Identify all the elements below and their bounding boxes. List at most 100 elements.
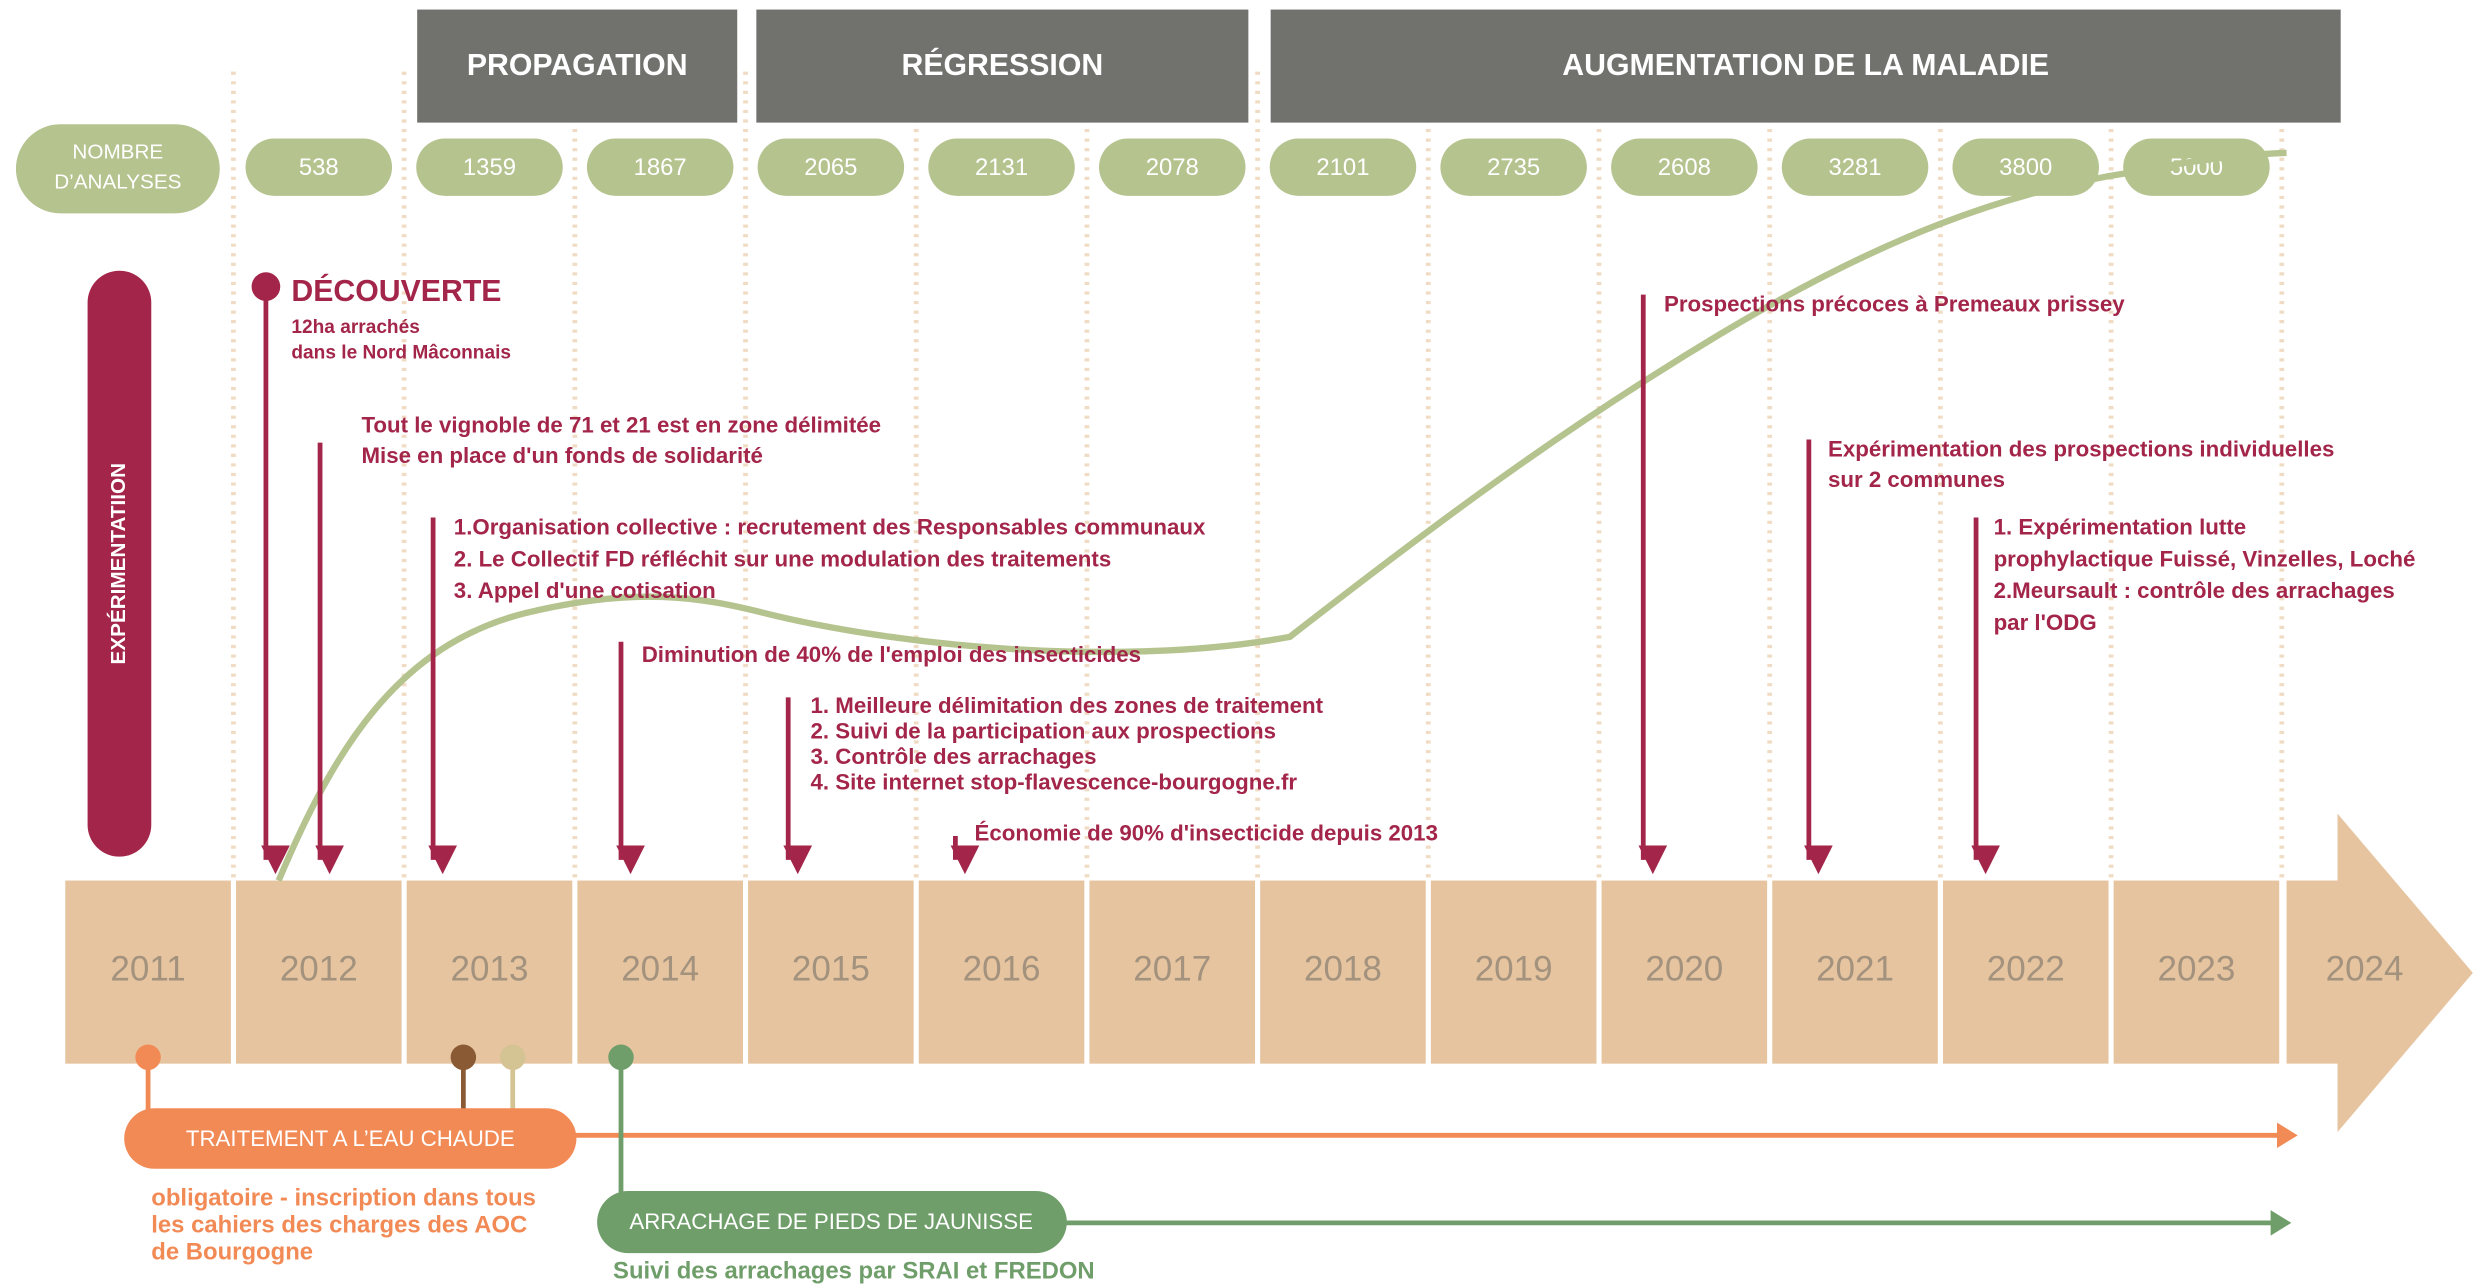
analyses-count: 2078 — [1146, 154, 1199, 181]
analyses-count: 1359 — [463, 154, 516, 181]
year-box — [1089, 880, 1256, 1064]
event-text: 3. Contrôle des arrachages — [810, 744, 1096, 769]
analyses-count-pill — [928, 138, 1075, 196]
dot — [608, 1044, 634, 1071]
measure-text: de Bourgogne — [151, 1238, 313, 1265]
analyses-count-pill — [2123, 138, 2270, 196]
year-label: 2018 — [1304, 950, 1382, 989]
year-label: 2021 — [1816, 950, 1894, 989]
analyses-count-pill — [757, 138, 905, 196]
event-text: Tout le vignoble de 71 et 21 est en zone… — [361, 413, 881, 438]
year-label: 2020 — [1645, 950, 1723, 989]
analyses-count-pill — [1440, 138, 1587, 196]
event-text: 1.Organisation collective : recrutement … — [454, 515, 1206, 540]
phase-box — [756, 9, 1249, 123]
analyses-count: 3281 — [1828, 154, 1881, 181]
year-label: 2013 — [451, 950, 529, 989]
phase-label: PROPAGATION — [467, 49, 688, 82]
phase-box — [1270, 9, 2341, 123]
analyses-count: 2735 — [1487, 154, 1540, 181]
analyses-count: 3800 — [1999, 154, 2052, 181]
year-label: 2017 — [1133, 950, 1211, 989]
dot — [450, 1044, 477, 1071]
dot — [135, 1044, 161, 1071]
measure-pill — [124, 1108, 577, 1169]
arrow-head — [2286, 813, 2473, 1133]
event-text: sur 2 communes — [1828, 467, 2005, 492]
side-pill — [87, 270, 152, 857]
year-box — [918, 880, 1085, 1064]
phase-box — [417, 9, 738, 123]
year-label: 2019 — [1475, 950, 1553, 989]
event-text: Expérimentation des prospections individ… — [1828, 437, 2334, 462]
analyses-count: 538 — [299, 154, 339, 181]
analyses-pill — [15, 124, 220, 214]
analyses-curve — [275, 149, 2287, 882]
year-label: 2011 — [110, 950, 185, 989]
event-text: 4. Site internet stop-flavescence-bourgo… — [810, 769, 1297, 794]
year-box — [1430, 880, 1597, 1064]
analyses-count-pill — [1611, 138, 1758, 196]
year-box — [1260, 880, 1426, 1064]
measure-pill — [597, 1191, 1067, 1254]
event-text: 1. Meilleure délimitation des zones de t… — [810, 693, 1323, 718]
analyses-count-pill — [416, 138, 563, 196]
year-box — [1942, 880, 2109, 1064]
event-text: 12ha arrachés — [291, 317, 419, 338]
event-text: Mise en place d'un fonds de solidarité — [361, 443, 763, 468]
year-label: 2012 — [280, 950, 358, 989]
analyses-count-pill — [1269, 138, 1417, 196]
year-box — [577, 880, 743, 1064]
year-label: 2015 — [792, 950, 870, 989]
analyses-count: 2065 — [804, 154, 857, 181]
year-box — [235, 880, 402, 1064]
year-box — [1601, 880, 1768, 1064]
year-label: 2023 — [2157, 950, 2235, 989]
dot — [499, 1044, 526, 1071]
event-text: 2.Meursault : contrôle des arrachages — [1994, 578, 2395, 603]
year-box — [65, 880, 231, 1064]
analyses-count-pill — [1952, 138, 2099, 196]
analyses-count-pill — [1781, 138, 1929, 196]
analyses-count-pill — [1099, 138, 1246, 196]
analyses-count: 1867 — [634, 154, 687, 181]
event-text: dans le Nord Mâconnais — [291, 343, 511, 364]
phase-label: AUGMENTATION DE LA MALADIE — [1562, 49, 2049, 82]
year-box — [748, 880, 914, 1064]
event-text: Prospections précoces à Premeaux prissey — [1664, 292, 2125, 317]
event-text: 2. Suivi de la participation aux prospec… — [810, 718, 1276, 743]
event-text: Économie de 90% d'insecticide depuis 201… — [974, 820, 1437, 845]
measure-text: Suivi des arrachages par SRAI et FREDON — [613, 1258, 1095, 1285]
event-text: prophylactique Fuissé, Vinzelles, Loché — [1994, 546, 2416, 571]
side-label: EXPÉRIMENTATIION — [107, 463, 130, 665]
event-title: DÉCOUVERTE — [291, 274, 501, 308]
analyses-count-pill — [245, 138, 393, 196]
year-label: 2014 — [621, 950, 699, 989]
measure-label: TRAITEMENT A L’EAU CHAUDE — [186, 1126, 515, 1151]
analyses-count: 2131 — [975, 154, 1028, 181]
year-box — [1772, 880, 1938, 1064]
measure-label: ARRACHAGE DE PIEDS DE JAUNISSE — [629, 1209, 1033, 1234]
analyses-count-pill — [586, 138, 734, 196]
analyses-label: NOMBRE — [72, 140, 163, 163]
year-box — [2113, 880, 2280, 1064]
year-label: 2022 — [1987, 950, 2065, 989]
measure-text: obligatoire - inscription dans tous — [151, 1184, 536, 1211]
event-text: 1. Expérimentation lutte — [1994, 515, 2247, 540]
event-text: 3. Appel d'une cotisation — [454, 578, 716, 603]
arrow-tip — [2270, 1210, 2292, 1236]
year-box — [406, 880, 573, 1064]
analyses-count: 2101 — [1316, 154, 1369, 181]
analyses-label: D’ANALYSES — [54, 171, 181, 194]
phase-label: RÉGRESSION — [901, 48, 1103, 82]
event-dot — [251, 272, 281, 301]
event-text: 2. Le Collectif FD réfléchit sur une mod… — [454, 546, 1111, 571]
year-label: 2024 — [2326, 950, 2404, 989]
year-label: 2016 — [963, 950, 1041, 989]
event-text: par l'ODG — [1994, 610, 2097, 635]
event-text: Diminution de 40% de l'emploi des insect… — [642, 642, 1141, 667]
analyses-count: 2608 — [1658, 154, 1711, 181]
arrow-tip — [2277, 1122, 2298, 1149]
measure-text: les cahiers des charges des AOC — [151, 1211, 527, 1238]
